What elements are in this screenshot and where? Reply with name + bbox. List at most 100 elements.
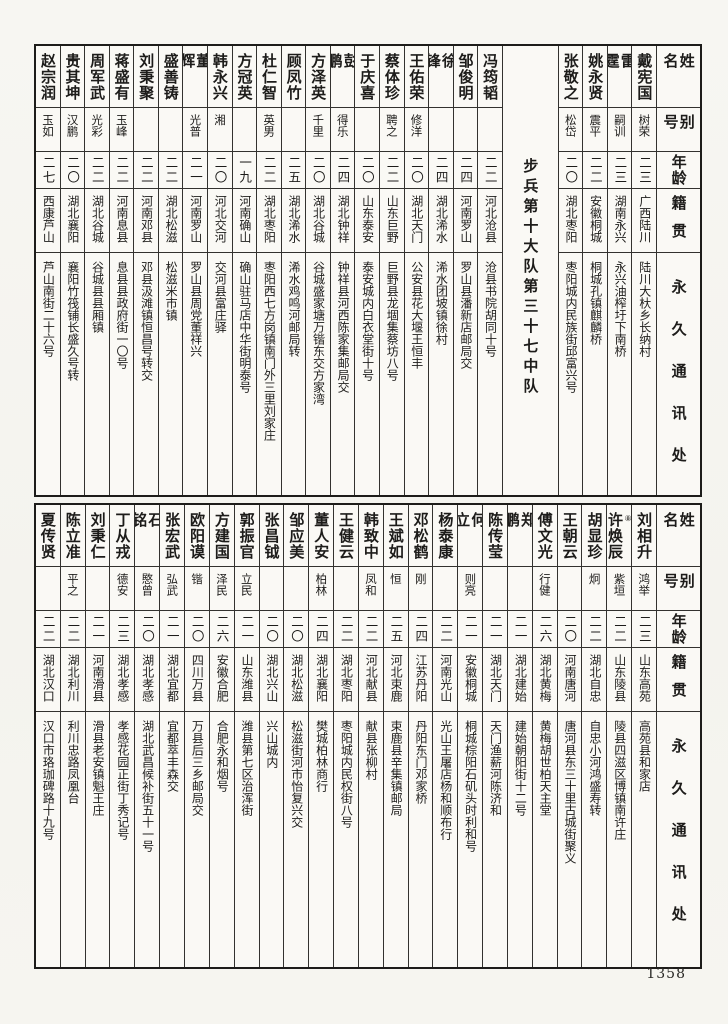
- native-cell: 湖北钟祥: [330, 189, 355, 253]
- native-cell-text: 湖北襄阳: [314, 654, 329, 702]
- alias-cell: [35, 567, 60, 611]
- age-cell-text: 二二: [438, 614, 454, 644]
- native-cell-text: 河北束鹿: [389, 654, 404, 702]
- address-cell: 桐城孔镇麒麟桥: [583, 253, 607, 495]
- age-cell: 二二: [582, 611, 607, 648]
- alias-cell: [134, 108, 158, 152]
- alias-cell: 汉鹏: [60, 108, 85, 152]
- age-cell: 二二: [478, 152, 502, 189]
- person-name: 刘秉聚: [137, 53, 156, 101]
- age-cell-text: 二〇: [264, 614, 280, 644]
- address-cell-text: 黄梅胡世柏天主堂: [538, 720, 553, 816]
- age-cell: 二二: [85, 152, 109, 189]
- alias-cell: 嗣训: [607, 108, 632, 152]
- person-column: 王斌如恒二五 河北束鹿 束鹿县辛集镇邮局: [382, 505, 408, 967]
- age-cell-text: 二〇: [310, 155, 326, 185]
- native-cell-text: 河北沧县: [483, 195, 498, 243]
- address-cell-text: 浠水团坡镇徐村: [434, 261, 449, 345]
- native-cell: 广西陆川: [632, 189, 656, 253]
- header-native-text: 籍贯: [669, 195, 688, 251]
- alias-cell: 锴: [184, 567, 209, 611]
- native-cell-text: 湖北天门: [488, 654, 503, 702]
- address-cell-text: 襄阳竹筏铺长盛久号转: [65, 261, 80, 381]
- alias-cell-text: 锴: [190, 573, 205, 585]
- alias-cell: 鸿举: [632, 567, 656, 611]
- native-cell-text: 湖北孝感: [140, 654, 155, 702]
- address-cell-text: 松滋街河市怡复兴交: [289, 720, 304, 828]
- age-cell-text: 二〇: [409, 155, 425, 185]
- alias-cell-text: 汉鹏: [65, 114, 80, 137]
- alias-cell-text: 玉如: [41, 114, 56, 137]
- person-name: 傅文光: [535, 512, 554, 560]
- native-cell-text: 湖北汉口: [41, 654, 56, 702]
- header-column: 姓名 别号 年龄 籍贯 永久通讯处: [656, 505, 700, 967]
- name-cell: 石铭: [135, 505, 160, 567]
- alias-cell-text: 玉峰: [114, 114, 129, 137]
- age-cell: 二三: [632, 611, 656, 648]
- name-cell: 蒋盛有: [109, 46, 134, 108]
- alias-cell: [433, 567, 458, 611]
- native-cell: 河北交河: [208, 189, 232, 253]
- address-cell-text: 万县后三乡邮局交: [190, 720, 205, 816]
- address-cell: 松滋米市镇: [159, 253, 183, 495]
- person-column: 郑鹏 二一 湖北建始 建始朝阳街十二号: [506, 505, 532, 967]
- alias-cell: 弘武: [160, 567, 184, 611]
- age-cell: 二六: [532, 611, 557, 648]
- unit-heading-text: 步兵第十大队第三十七中队: [521, 158, 540, 398]
- person-name: 邹俊明: [456, 53, 475, 101]
- person-name: 王朝云: [560, 512, 579, 560]
- person-column: 姚永贤 震平 二二 安徽桐城 桐城孔镇麒麟桥: [582, 46, 607, 495]
- native-cell: 河南罗山: [453, 189, 478, 253]
- address-cell-text: 浠水鸡鸣河邮局转: [286, 261, 301, 357]
- age-cell: 二〇: [284, 611, 309, 648]
- name-cell: 徐锋: [429, 46, 453, 108]
- address-cell-text: 孝感花园正街丁秀记号: [115, 720, 130, 840]
- native-cell-text: 湖北兴山: [264, 654, 279, 702]
- name-cell: 胡显珍: [582, 505, 607, 567]
- age-cell-text: 二三: [612, 155, 628, 185]
- age-cell-text: 二〇: [563, 155, 579, 185]
- header-address-text: 永久通讯处: [669, 279, 688, 489]
- address-cell-text: 献县张柳村: [364, 720, 379, 780]
- name-cell: 王佑荣: [404, 46, 429, 108]
- address-cell-text: 巨野县龙堌集蔡坊八号: [385, 261, 400, 381]
- age-cell-text: 二二: [89, 155, 105, 185]
- name-cell: 张宏武: [160, 505, 184, 567]
- name-cell: 张昌钺: [259, 505, 284, 567]
- alias-cell: 修洋: [404, 108, 429, 152]
- header-age-text: 年龄: [669, 154, 688, 186]
- address-cell-text: 泰安城内白衣堂街十号: [360, 261, 375, 381]
- person-column: 方建国 泽民 二六 安徽合肥 合肥永和烟号: [208, 505, 234, 967]
- age-cell: 二一: [85, 611, 110, 648]
- alias-cell-text: 光彩: [90, 114, 105, 137]
- age-cell: 二二: [109, 152, 134, 189]
- native-cell: 湖北松滋: [158, 189, 183, 253]
- alias-cell-text: 千里: [311, 114, 326, 137]
- person-column: 杨泰康 二二 河南光山 光山王屠店杨和顺布行: [432, 505, 458, 967]
- name-cell: 邹俊明: [453, 46, 478, 108]
- native-cell-text: 湖北利川: [66, 654, 81, 702]
- alias-cell-text: 聘之: [384, 114, 399, 137]
- alias-cell: 松岱: [558, 108, 583, 152]
- person-name: 张宏武: [163, 512, 182, 560]
- native-cell-text: 河南邓县: [139, 195, 154, 243]
- address-cell-text: 丹阳东门邓家桥: [413, 720, 428, 804]
- address-cell: 汉口市珞珈碑路十九号: [36, 712, 60, 967]
- native-cell: 河南邓县: [134, 189, 158, 253]
- age-cell-text: 二〇: [139, 614, 155, 644]
- age-cell: 二七: [36, 152, 60, 189]
- native-cell: 河南滑县: [85, 648, 110, 712]
- name-cell: 雷霆: [607, 46, 632, 108]
- person-column: 陈传莹 二一 湖北天门 天门渔薪河陈济和: [482, 505, 507, 967]
- age-cell: 二四: [408, 611, 433, 648]
- native-cell: 湖北宜都: [160, 648, 184, 712]
- address-cell-text: 宜都萃丰森交: [165, 720, 180, 792]
- alias-cell-text: 刚: [413, 573, 428, 585]
- age-cell-text: 二四: [313, 614, 329, 644]
- age-cell: 二二: [35, 611, 60, 648]
- person-column: 雷霆 嗣训 二三 湖南永兴 永兴油榨圩下南桥: [606, 46, 632, 495]
- address-cell: 万县后三乡邮局交: [185, 712, 209, 967]
- address-cell: 襄阳竹筏铺长盛久号转: [61, 253, 85, 495]
- address-cell-text: 自忠小河鸿盛寿转: [587, 720, 602, 816]
- person-name: 冯筠韬: [481, 53, 500, 101]
